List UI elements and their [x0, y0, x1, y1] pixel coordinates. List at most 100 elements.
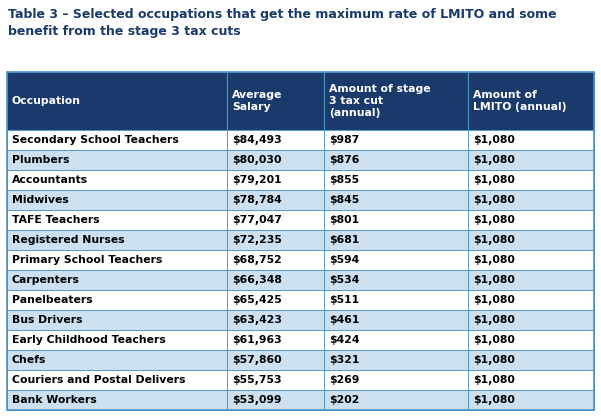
Bar — [468, 290, 594, 310]
Bar — [7, 150, 227, 170]
Bar — [7, 170, 227, 190]
Text: $1,080: $1,080 — [473, 375, 514, 385]
Bar — [7, 310, 227, 330]
Bar — [324, 210, 468, 230]
Text: $534: $534 — [329, 275, 359, 285]
Text: Bank Workers: Bank Workers — [12, 395, 97, 405]
Text: $80,030: $80,030 — [232, 155, 282, 165]
Bar — [324, 130, 468, 150]
Text: $1,080: $1,080 — [473, 195, 514, 205]
Bar — [468, 170, 594, 190]
Text: $801: $801 — [329, 215, 359, 225]
Text: Midwives: Midwives — [12, 195, 69, 205]
Text: $1,080: $1,080 — [473, 135, 514, 145]
Bar — [468, 350, 594, 370]
Text: $461: $461 — [329, 315, 359, 325]
Text: $987: $987 — [329, 135, 359, 145]
Text: $845: $845 — [329, 195, 359, 205]
Bar — [468, 330, 594, 350]
Bar — [468, 130, 594, 150]
Bar — [468, 250, 594, 270]
Text: $66,348: $66,348 — [232, 275, 282, 285]
Text: $876: $876 — [329, 155, 359, 165]
Bar — [324, 230, 468, 250]
Text: $57,860: $57,860 — [232, 355, 282, 365]
Bar — [227, 170, 324, 190]
Text: $1,080: $1,080 — [473, 255, 514, 265]
Bar — [7, 250, 227, 270]
Bar — [468, 270, 594, 290]
Bar — [468, 310, 594, 330]
Text: $78,784: $78,784 — [232, 195, 282, 205]
Bar — [7, 72, 227, 130]
Text: Bus Drivers: Bus Drivers — [12, 315, 82, 325]
Bar — [324, 310, 468, 330]
Bar — [7, 270, 227, 290]
Bar — [227, 72, 324, 130]
Bar — [227, 230, 324, 250]
Text: $202: $202 — [329, 395, 359, 405]
Bar — [227, 250, 324, 270]
Text: Carpenters: Carpenters — [12, 275, 80, 285]
Bar — [227, 150, 324, 170]
Bar — [324, 250, 468, 270]
Text: Amount of stage
3 tax cut
(annual): Amount of stage 3 tax cut (annual) — [329, 84, 430, 118]
Text: $53,099: $53,099 — [232, 395, 282, 405]
Text: $84,493: $84,493 — [232, 135, 282, 145]
Text: Early Childhood Teachers: Early Childhood Teachers — [12, 335, 166, 345]
Text: Accountants: Accountants — [12, 175, 88, 185]
Bar — [7, 330, 227, 350]
Bar — [227, 370, 324, 390]
Bar — [324, 290, 468, 310]
Bar — [7, 350, 227, 370]
Bar — [7, 190, 227, 210]
Text: Couriers and Postal Delivers: Couriers and Postal Delivers — [12, 375, 186, 385]
Text: Panelbeaters: Panelbeaters — [12, 295, 93, 305]
Text: $594: $594 — [329, 255, 359, 265]
Text: $1,080: $1,080 — [473, 175, 514, 185]
Bar — [324, 190, 468, 210]
Text: $321: $321 — [329, 355, 359, 365]
Bar — [227, 130, 324, 150]
Text: Plumbers: Plumbers — [12, 155, 70, 165]
Text: $269: $269 — [329, 375, 359, 385]
Bar — [227, 310, 324, 330]
Text: $61,963: $61,963 — [232, 335, 282, 345]
Text: $55,753: $55,753 — [232, 375, 282, 385]
Text: Occupation: Occupation — [12, 96, 81, 106]
Bar — [468, 150, 594, 170]
Bar — [324, 370, 468, 390]
Bar — [7, 72, 594, 410]
Bar — [227, 270, 324, 290]
Bar — [7, 370, 227, 390]
Text: Table 3 – Selected occupations that get the maximum rate of LMITO and some
benef: Table 3 – Selected occupations that get … — [8, 8, 557, 38]
Text: TAFE Teachers: TAFE Teachers — [12, 215, 100, 225]
Bar — [468, 370, 594, 390]
Bar — [7, 290, 227, 310]
Text: $77,047: $77,047 — [232, 215, 282, 225]
Bar — [7, 210, 227, 230]
Bar — [227, 330, 324, 350]
Text: Primary School Teachers: Primary School Teachers — [12, 255, 162, 265]
Text: Average
Salary: Average Salary — [232, 90, 282, 112]
Bar — [7, 130, 227, 150]
Bar — [227, 210, 324, 230]
Bar — [468, 230, 594, 250]
Text: $1,080: $1,080 — [473, 155, 514, 165]
Text: $1,080: $1,080 — [473, 215, 514, 225]
Text: $511: $511 — [329, 295, 359, 305]
Bar — [468, 390, 594, 410]
Text: $1,080: $1,080 — [473, 295, 514, 305]
Bar — [468, 190, 594, 210]
Bar — [227, 290, 324, 310]
Text: Amount of
LMITO (annual): Amount of LMITO (annual) — [473, 90, 566, 112]
Text: $1,080: $1,080 — [473, 355, 514, 365]
Text: $681: $681 — [329, 235, 359, 245]
Bar — [7, 390, 227, 410]
Bar — [324, 390, 468, 410]
Bar — [324, 350, 468, 370]
Bar — [324, 72, 468, 130]
Text: $1,080: $1,080 — [473, 315, 514, 325]
Text: $855: $855 — [329, 175, 359, 185]
Text: $424: $424 — [329, 335, 359, 345]
